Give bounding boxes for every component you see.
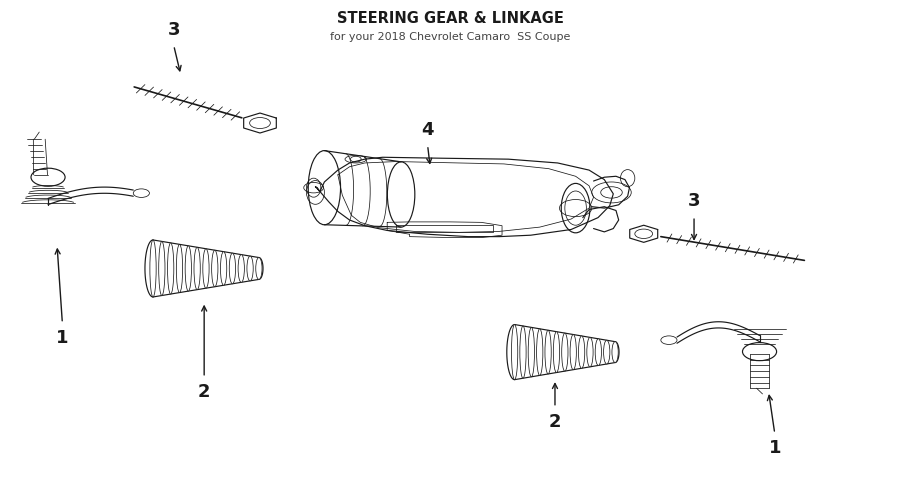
Ellipse shape	[220, 252, 227, 285]
Ellipse shape	[511, 325, 517, 380]
Ellipse shape	[176, 244, 183, 293]
Ellipse shape	[230, 253, 236, 284]
Ellipse shape	[212, 250, 218, 287]
Ellipse shape	[167, 243, 174, 294]
Text: 2: 2	[549, 413, 562, 431]
Ellipse shape	[150, 240, 157, 297]
Ellipse shape	[612, 342, 618, 362]
Ellipse shape	[185, 246, 192, 291]
Ellipse shape	[247, 256, 253, 281]
Ellipse shape	[536, 329, 543, 375]
Ellipse shape	[194, 247, 201, 290]
Ellipse shape	[579, 336, 585, 368]
Ellipse shape	[545, 330, 551, 374]
Text: 4: 4	[421, 121, 434, 139]
Text: for your 2018 Chevrolet Camaro  SS Coupe: for your 2018 Chevrolet Camaro SS Coupe	[329, 33, 571, 42]
Text: 3: 3	[688, 192, 700, 210]
Ellipse shape	[604, 340, 610, 364]
Ellipse shape	[554, 332, 560, 372]
Ellipse shape	[202, 249, 209, 288]
Ellipse shape	[520, 326, 526, 378]
Ellipse shape	[158, 241, 165, 295]
Ellipse shape	[238, 255, 245, 282]
Text: 3: 3	[167, 21, 180, 39]
Text: 1: 1	[769, 439, 781, 457]
Text: 2: 2	[198, 383, 211, 401]
Text: STEERING GEAR & LINKAGE: STEERING GEAR & LINKAGE	[337, 11, 563, 26]
Ellipse shape	[595, 339, 601, 365]
Ellipse shape	[570, 335, 576, 369]
Ellipse shape	[562, 333, 568, 371]
Ellipse shape	[256, 258, 262, 280]
Ellipse shape	[587, 337, 593, 367]
Text: 1: 1	[56, 329, 68, 347]
Ellipse shape	[528, 327, 535, 377]
